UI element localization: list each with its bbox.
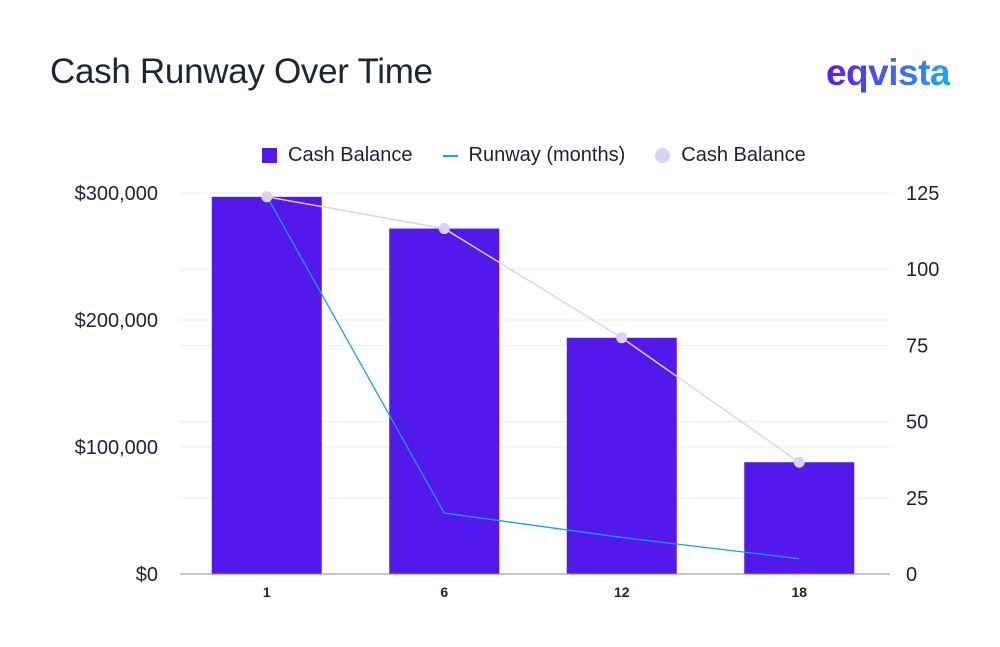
y-left-tick-label: $100,000 [75, 437, 158, 459]
cash-balance-point [793, 456, 805, 468]
brand-logo: eqvista [825, 52, 951, 93]
x-tick-label: 6 [440, 584, 448, 600]
legend-swatch-line [442, 154, 458, 157]
legend-label: Cash Balance [288, 144, 413, 166]
y-left-tick-label: $0 [136, 564, 158, 586]
y-right-tick-label: 50 [906, 412, 928, 434]
bar [389, 228, 500, 574]
legend-swatch-dot [655, 148, 671, 163]
chart-legend: Cash Balance Runway (months) Cash Balanc… [262, 144, 806, 167]
x-tick-label: 18 [791, 584, 807, 600]
cash-balance-line [266, 196, 800, 463]
y-right-tick-label: 25 [906, 488, 928, 510]
y-right-tick-label: 125 [906, 183, 939, 205]
x-tick-label: 1 [263, 584, 271, 600]
legend-item-runway: Runway (months) [442, 144, 626, 167]
runway-line [266, 195, 800, 560]
legend-item-cash-balance-bar: Cash Balance [262, 144, 413, 167]
chart-title: Cash Runway Over Time [50, 52, 433, 91]
legend-label: Runway (months) [468, 144, 626, 166]
y-right-tick-label: 0 [906, 564, 917, 586]
legend-item-cash-balance-dot: Cash Balance [655, 144, 806, 167]
cash-balance-point [438, 223, 450, 235]
cash-balance-point [261, 191, 273, 203]
x-tick-label: 12 [614, 584, 630, 600]
cash-balance-point [616, 332, 628, 344]
legend-swatch-bar [262, 148, 277, 163]
y-left-tick-label: $200,000 [75, 310, 158, 332]
legend-label: Cash Balance [681, 144, 806, 166]
y-right-tick-label: 75 [906, 335, 928, 357]
y-left-tick-label: $300,000 [75, 183, 158, 205]
y-right-tick-label: 100 [906, 259, 939, 281]
bar [211, 196, 322, 574]
bar [744, 462, 855, 574]
bar [566, 337, 677, 574]
